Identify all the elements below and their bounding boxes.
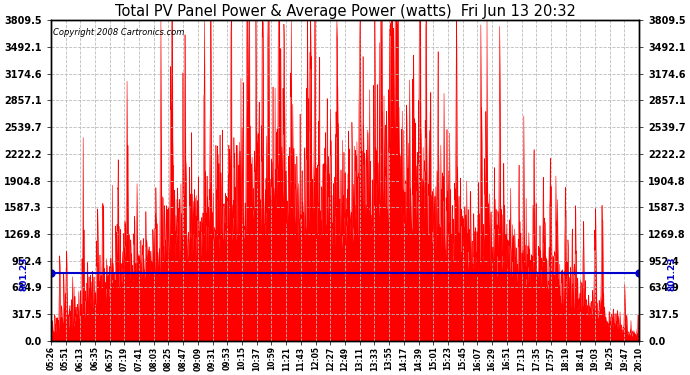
- Text: Copyright 2008 Cartronics.com: Copyright 2008 Cartronics.com: [52, 28, 184, 38]
- Text: 801.23: 801.23: [667, 256, 676, 291]
- Text: 801.23: 801.23: [20, 256, 29, 291]
- Title: Total PV Panel Power & Average Power (watts)  Fri Jun 13 20:32: Total PV Panel Power & Average Power (wa…: [115, 4, 575, 19]
